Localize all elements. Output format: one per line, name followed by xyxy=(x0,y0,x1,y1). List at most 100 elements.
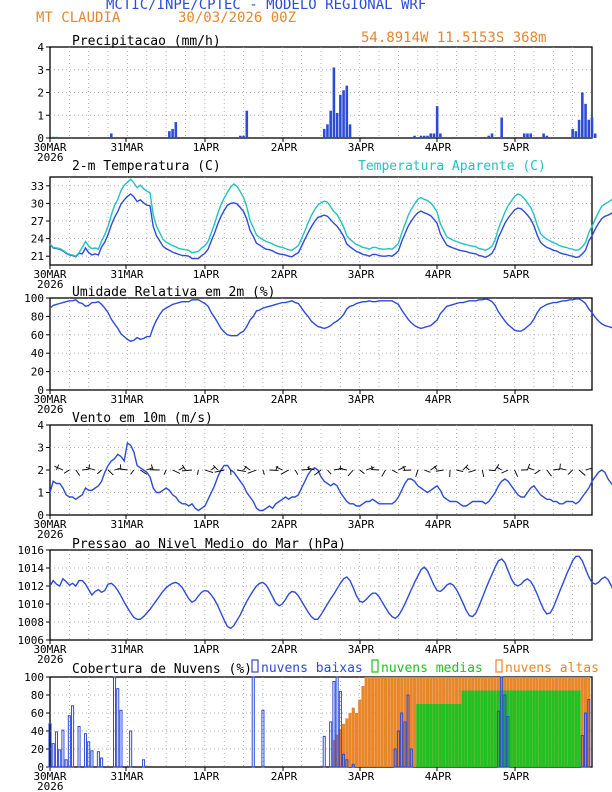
x-tick-label: 4APR xyxy=(425,393,452,406)
y-tick-label: 1 xyxy=(37,109,44,122)
precip-bar xyxy=(581,92,584,138)
cloud-bar-low xyxy=(587,699,591,768)
precip-bar xyxy=(239,135,242,138)
wind-arrow xyxy=(172,469,181,474)
x-year-label: 2026 xyxy=(37,403,64,416)
cloud-bar-medium xyxy=(467,690,471,767)
wind-arrow xyxy=(204,469,214,473)
x-tick-label: 5APR xyxy=(503,770,530,783)
cloud-bar-low xyxy=(251,676,255,768)
wind-arrow xyxy=(214,469,225,473)
y-tick-label: 40 xyxy=(31,347,44,360)
y-tick-label: 1014 xyxy=(18,562,45,575)
cloud-bar-medium xyxy=(480,690,484,767)
cloud-bar-low xyxy=(100,757,104,768)
header-location: 54.8914W 11.5153S 368m xyxy=(361,30,547,46)
wind-arrow xyxy=(107,469,114,476)
y-tick-label: 80 xyxy=(31,310,44,323)
series-line xyxy=(49,178,612,258)
cloud-bar-medium xyxy=(525,690,530,767)
x-tick-label: 5APR xyxy=(503,643,530,656)
wind-arrow xyxy=(435,469,444,472)
wind-arrow xyxy=(433,466,438,471)
cloud-bar-high xyxy=(351,707,355,767)
precip-bar xyxy=(426,135,429,138)
precip-bar xyxy=(487,135,491,138)
x-tick-label: 30MAR xyxy=(33,268,66,281)
cloud-bar-medium xyxy=(477,690,481,767)
cloud-bar-high xyxy=(354,713,359,767)
cloud-bar-low xyxy=(506,716,510,768)
cloud-bar-medium xyxy=(519,690,523,767)
legend-swatch xyxy=(495,659,503,673)
cloud-bar-high xyxy=(387,677,391,767)
x-tick-label: 31MAR xyxy=(110,268,143,281)
precip-bar xyxy=(242,135,245,138)
wind-arrow xyxy=(371,468,380,471)
x-tick-label: 31MAR xyxy=(110,393,143,406)
wind-arrow xyxy=(481,469,485,478)
y-tick-label: 1012 xyxy=(18,580,45,593)
cloud-bar-medium xyxy=(442,704,446,767)
wind-arrow xyxy=(140,469,148,475)
cloud-bar-medium xyxy=(461,690,465,767)
cloud-bar-low xyxy=(403,721,407,768)
y-tick-label: 100 xyxy=(24,292,44,305)
wind-arrow xyxy=(534,469,541,475)
cloud-bar-medium xyxy=(438,704,442,767)
x-tick-label: 3APR xyxy=(348,518,375,531)
precip-bar xyxy=(526,133,529,138)
wind-arrow xyxy=(196,469,199,475)
wind-arrow xyxy=(578,469,586,476)
y-tick-label: 27 xyxy=(31,215,44,228)
cloud-bar-medium xyxy=(422,704,426,767)
x-tick-label: 3APR xyxy=(348,643,375,656)
cloud-bar-low xyxy=(261,709,265,768)
x-tick-label: 31MAR xyxy=(110,770,143,783)
cloud-bar-medium xyxy=(471,690,475,767)
cloud-bar-high xyxy=(396,677,400,767)
wind-arrow xyxy=(181,464,186,471)
x-tick-label: 2APR xyxy=(271,770,298,783)
precip-bar xyxy=(584,103,587,138)
panel-precip: 0 1 2 3 4 30MAR 31MAR 1APR 2APR 3APR 4APR 5APR 2026 P… xyxy=(33,34,597,164)
x-year-label: 2026 xyxy=(37,780,64,792)
x-tick-label: 4APR xyxy=(425,268,452,281)
cloud-bar-medium xyxy=(529,690,533,767)
cloud-bar-high xyxy=(393,677,397,767)
x-year-label: 2026 xyxy=(37,278,64,291)
wind-arrow xyxy=(391,469,398,474)
cloud-bar-medium xyxy=(577,690,581,767)
cloud-bar-medium xyxy=(564,690,568,767)
y-tick-label: 3 xyxy=(37,442,44,455)
cloud-bar-high xyxy=(348,713,352,767)
cloud-bar-medium xyxy=(535,690,539,767)
cloud-bar-medium xyxy=(554,690,559,767)
x-tick-label: 3APR xyxy=(348,268,375,281)
wind-arrow xyxy=(314,469,322,476)
cloud-bar-low xyxy=(96,751,100,768)
cloud-bar-medium xyxy=(542,690,546,767)
x-tick-label: 1APR xyxy=(193,643,220,656)
wind-arrow xyxy=(275,465,279,471)
cloud-bar-low xyxy=(396,730,400,768)
cloud-bar-low xyxy=(406,694,410,768)
cloud-bar-medium xyxy=(496,690,500,767)
wind-arrow xyxy=(237,469,246,472)
y-tick-label: 24 xyxy=(31,233,45,246)
precip-bar xyxy=(419,135,423,138)
wind-arrow xyxy=(366,466,375,471)
x-tick-label: 1APR xyxy=(193,268,220,281)
x-year-label: 2026 xyxy=(37,528,64,541)
cloud-bar-medium xyxy=(448,704,452,767)
legend-label: nuvens altas xyxy=(505,661,599,676)
cloud-bar-low xyxy=(584,712,588,768)
x-tick-label: 5APR xyxy=(503,518,530,531)
y-tick-label: 1 xyxy=(37,487,44,500)
y-tick-label: 33 xyxy=(31,180,44,193)
cloud-bar-medium xyxy=(506,690,510,767)
panel-title: Precipitacao (mm/h) xyxy=(72,34,221,49)
cloud-bar-medium xyxy=(522,690,526,767)
cloud-bar-medium xyxy=(500,690,504,767)
y-tick-label: 3 xyxy=(37,64,44,77)
